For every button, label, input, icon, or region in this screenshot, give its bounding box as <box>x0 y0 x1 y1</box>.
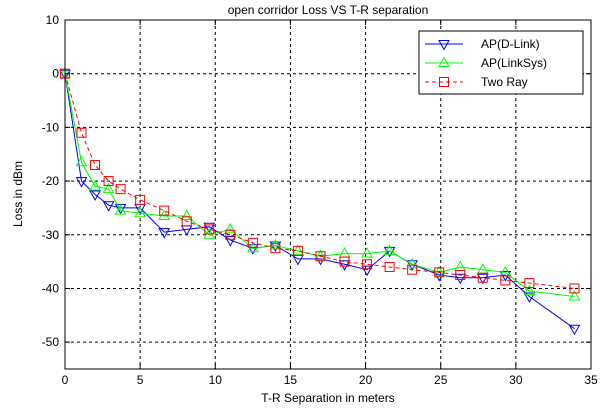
legend-item: AP(LinkSys) <box>425 56 547 70</box>
x-tick-label: 35 <box>584 373 598 387</box>
data-point <box>523 284 536 296</box>
data-point <box>224 236 237 247</box>
legend-item: AP(D-Link) <box>425 37 540 51</box>
data-point <box>90 159 101 170</box>
data-point <box>384 261 395 272</box>
data-point <box>361 265 373 277</box>
data-point <box>203 222 216 234</box>
x-tick-label: 5 <box>137 373 144 387</box>
data-point <box>292 245 303 256</box>
legend: AP(D-Link) AP(LinkSys) Two Ray <box>418 30 584 95</box>
data-point <box>75 177 88 188</box>
data-point <box>292 244 304 255</box>
data-point <box>568 324 581 336</box>
data-point <box>407 264 418 275</box>
data-point <box>568 289 581 301</box>
data-point <box>181 216 192 227</box>
legend-marker <box>438 56 450 67</box>
data-point <box>434 267 445 278</box>
data-point <box>224 222 237 234</box>
data-point <box>523 292 536 304</box>
x-tick-label: 20 <box>359 373 373 387</box>
data-point <box>180 209 193 220</box>
plot-frame <box>64 19 592 370</box>
y-tick-label: -50 <box>42 335 60 349</box>
y-tick-label: -10 <box>42 120 60 134</box>
y-tick-label: -30 <box>42 228 60 242</box>
data-point <box>383 244 396 255</box>
y-axis-label: Loss in dBm <box>11 161 25 227</box>
series-layer <box>59 67 581 336</box>
x-axis-label: T-R Separation in meters <box>261 391 394 405</box>
data-point <box>477 272 488 283</box>
data-point <box>115 184 126 195</box>
data-point <box>102 201 115 212</box>
legend-marker <box>439 77 449 87</box>
data-point <box>102 182 115 194</box>
legend-item: Two Ray <box>425 75 528 89</box>
data-point <box>476 273 489 285</box>
x-tick-label: 10 <box>209 373 223 387</box>
x-tick-label: 30 <box>509 373 523 387</box>
data-point <box>524 278 535 289</box>
data-point <box>270 243 281 254</box>
data-point <box>158 228 171 239</box>
y-tick-label: -40 <box>42 281 60 295</box>
data-point <box>247 237 258 248</box>
data-point <box>500 275 511 286</box>
data-point <box>433 265 446 277</box>
data-point <box>315 251 326 262</box>
data-point <box>361 247 373 258</box>
y-tick-label: 0 <box>52 67 59 81</box>
data-point <box>247 244 259 255</box>
data-point <box>204 224 215 235</box>
chart-title: open corridor Loss VS T-R separation <box>228 3 429 17</box>
data-point <box>338 260 351 271</box>
legend-label: Two Ray <box>481 75 528 89</box>
x-tick-label: 25 <box>434 373 448 387</box>
data-point <box>225 229 236 240</box>
data-point <box>339 256 350 267</box>
x-tick-label: 15 <box>284 373 298 387</box>
legend-marker <box>438 40 450 51</box>
data-point <box>103 176 114 187</box>
data-point <box>135 194 146 205</box>
legend-label: AP(LinkSys) <box>481 56 547 70</box>
x-tick-label: 0 <box>62 373 69 387</box>
data-point <box>159 205 170 216</box>
data-point <box>269 238 282 250</box>
axis-ticks: 0 5 10 15 20 25 30 35 10 0 -10 -20 -30 -40 -50 <box>42 13 598 387</box>
data-point <box>314 249 327 261</box>
data-point <box>76 127 87 138</box>
data-point <box>569 283 580 294</box>
data-point <box>134 206 146 218</box>
data-point <box>455 270 466 281</box>
data-point <box>362 259 373 270</box>
y-tick-label: 10 <box>46 13 60 27</box>
data-point <box>89 190 101 202</box>
grid-lines <box>65 20 591 369</box>
data-point <box>406 257 419 269</box>
legend-label: AP(D-Link) <box>481 37 540 51</box>
y-tick-label: -20 <box>42 174 60 188</box>
series-line <box>64 73 575 289</box>
data-point <box>114 204 127 215</box>
data-point <box>89 179 101 191</box>
data-point <box>75 155 88 167</box>
data-point <box>454 273 467 285</box>
